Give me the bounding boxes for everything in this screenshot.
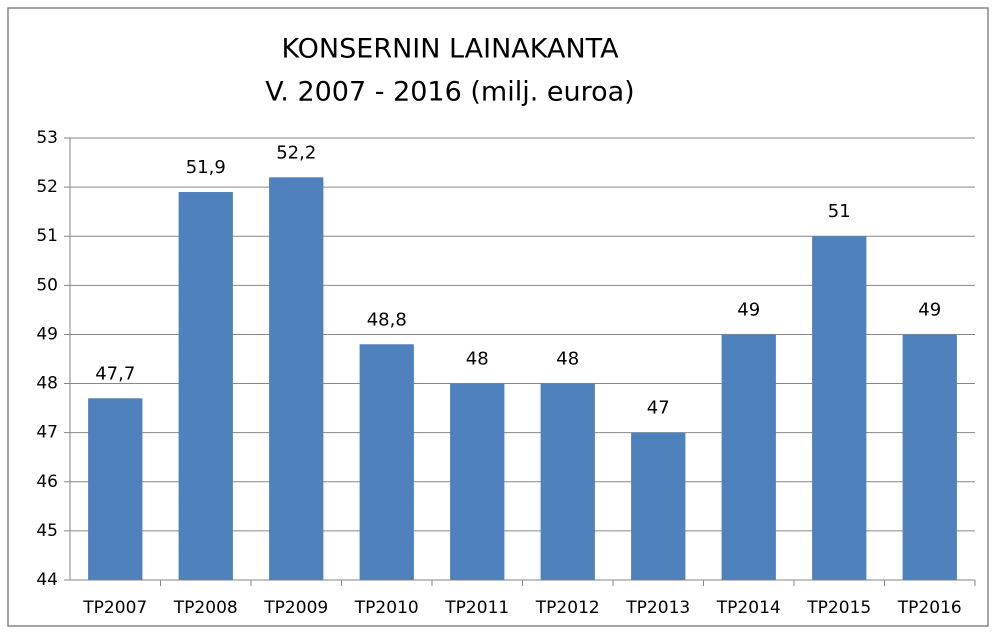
x-tick-label: TP2015: [806, 598, 871, 618]
x-tick-label: TP2011: [444, 598, 509, 618]
y-tick-label: 52: [36, 177, 58, 197]
value-label: 48,8: [367, 309, 407, 330]
x-tick-label: TP2012: [535, 598, 600, 618]
y-tick-label: 45: [36, 521, 58, 541]
bar: [269, 177, 324, 581]
x-tick-label: TP2007: [82, 598, 147, 618]
y-tick-label: 50: [36, 275, 58, 295]
bar: [450, 383, 505, 580]
y-tick-label: 53: [36, 128, 58, 148]
x-tick-label: TP2010: [354, 598, 419, 618]
value-label: 49: [918, 299, 941, 320]
x-tick-label: TP2009: [263, 598, 328, 618]
y-tick-label: 46: [36, 472, 58, 492]
value-label: 51: [828, 201, 851, 222]
value-label: 48: [556, 349, 579, 370]
bar: [540, 383, 595, 580]
x-tick-label: TP2014: [716, 598, 781, 618]
y-tick-label: 44: [36, 570, 58, 590]
bar: [721, 334, 776, 580]
value-label: 51,9: [186, 157, 226, 178]
bar: [812, 236, 867, 580]
bar: [178, 192, 233, 580]
bar: [88, 398, 143, 580]
value-label: 47,7: [95, 363, 135, 384]
chart-title: KONSERNIN LAINAKANTA: [281, 34, 619, 65]
bar: [359, 344, 414, 580]
y-tick-label: 48: [36, 374, 58, 394]
x-tick-label: TP2013: [625, 598, 690, 618]
value-label: 52,2: [276, 142, 316, 163]
x-tick-label: TP2016: [897, 598, 962, 618]
value-label: 47: [647, 398, 670, 419]
value-label: 49: [737, 299, 760, 320]
x-tick-label: TP2008: [173, 598, 238, 618]
chart-subtitle: V. 2007 - 2016 (milj. euroa): [265, 77, 634, 108]
y-tick-label: 47: [36, 423, 58, 443]
value-label: 48: [466, 349, 489, 370]
y-tick-label: 49: [36, 324, 58, 344]
bar: [902, 334, 957, 580]
bar: [631, 432, 686, 580]
y-tick-label: 51: [36, 226, 58, 246]
